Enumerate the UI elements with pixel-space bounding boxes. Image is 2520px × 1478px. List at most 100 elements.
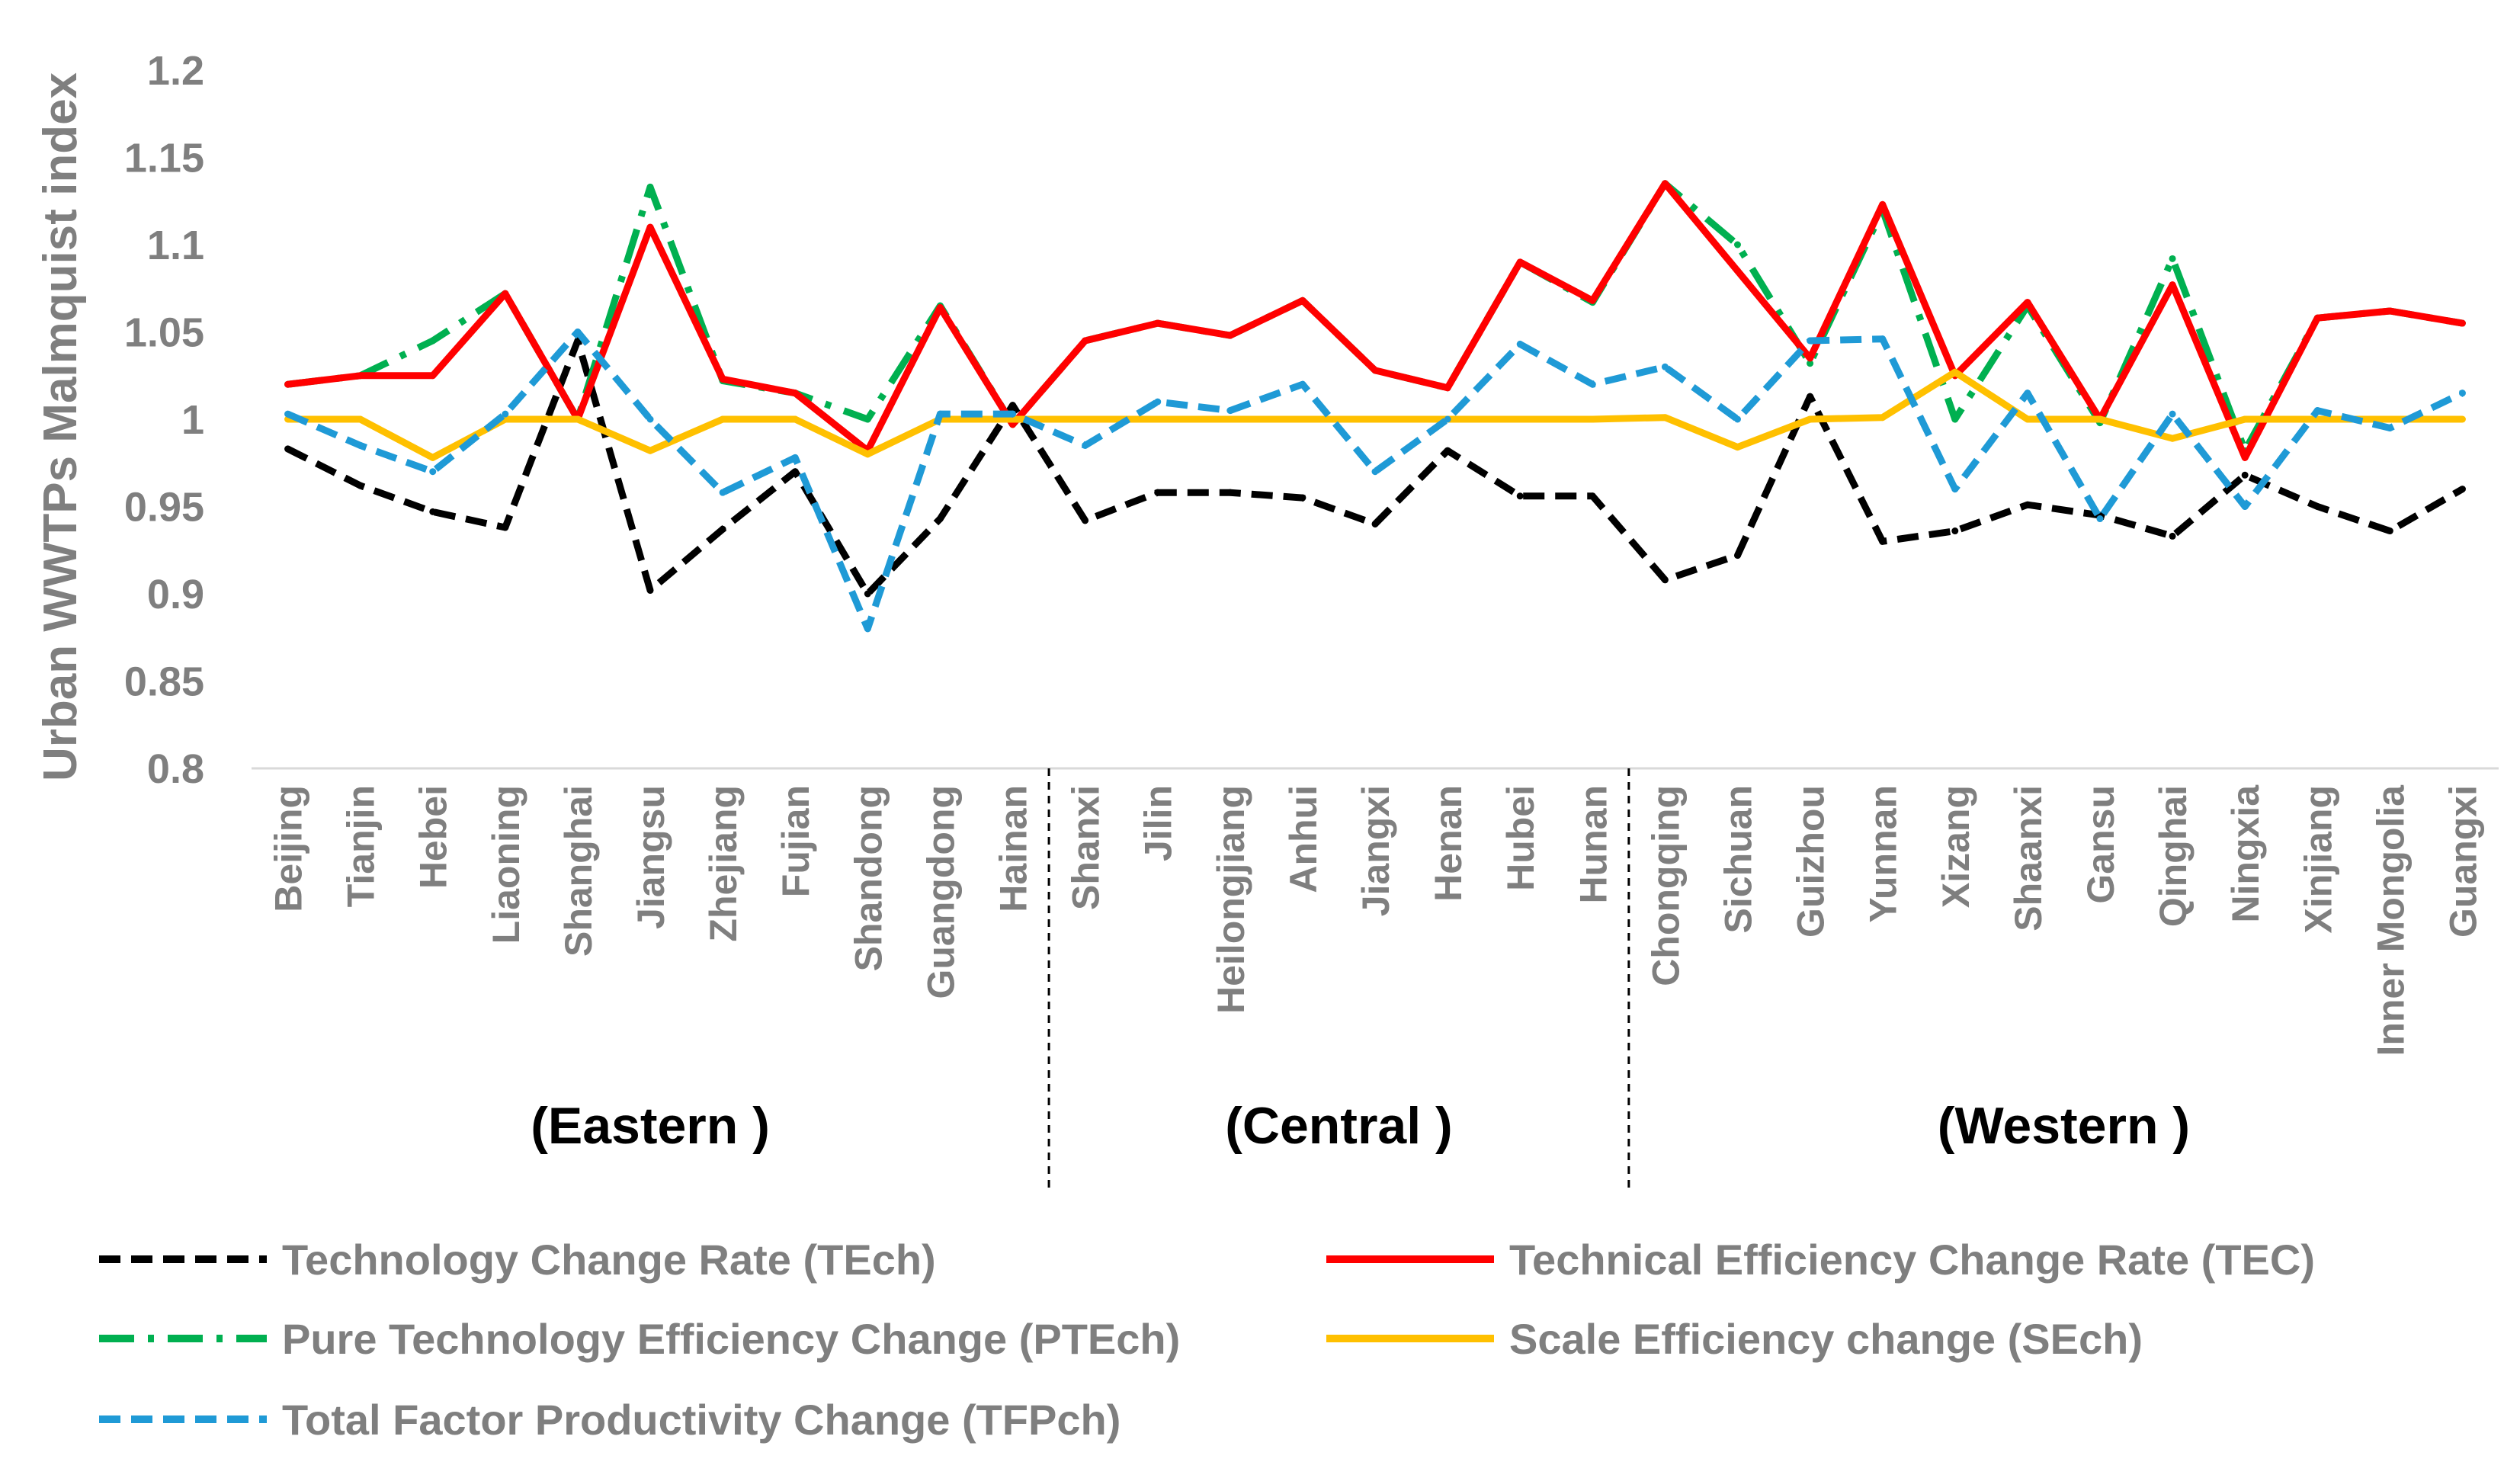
data-point bbox=[1661, 363, 1669, 370]
y-tick-label: 0.8 bbox=[147, 746, 204, 792]
y-tick-label: 1.15 bbox=[124, 136, 204, 181]
data-point bbox=[1516, 415, 1524, 423]
data-point bbox=[1299, 415, 1306, 423]
x-tick-label: Jilin bbox=[1137, 785, 1180, 861]
y-tick-label: 0.9 bbox=[147, 572, 204, 617]
data-point bbox=[2024, 501, 2031, 508]
data-point bbox=[864, 590, 871, 598]
data-point bbox=[719, 525, 726, 533]
data-point bbox=[1516, 341, 1524, 348]
x-tick-label: Shanghai bbox=[557, 785, 600, 957]
data-point bbox=[1226, 489, 1234, 496]
data-point bbox=[719, 489, 726, 496]
x-tick-label: Tianjin bbox=[340, 785, 383, 907]
data-point bbox=[1661, 180, 1669, 188]
x-tick-label: Xinjiang bbox=[2297, 785, 2339, 933]
data-point bbox=[791, 468, 799, 476]
x-tick-label: Jiangxi bbox=[1355, 785, 1397, 916]
x-tick-label: Guizhou bbox=[1790, 785, 1832, 938]
data-point bbox=[719, 415, 726, 423]
data-point bbox=[936, 303, 944, 311]
data-point bbox=[284, 410, 292, 418]
data-point bbox=[357, 441, 364, 449]
data-point bbox=[284, 380, 292, 388]
data-point bbox=[1371, 415, 1379, 423]
data-point bbox=[1444, 384, 1451, 392]
region-label: (Central ) bbox=[1225, 1097, 1452, 1155]
data-point bbox=[1371, 367, 1379, 374]
data-point bbox=[1807, 393, 1814, 400]
data-point bbox=[791, 415, 799, 423]
data-point bbox=[357, 482, 364, 489]
data-point bbox=[2096, 515, 2104, 523]
data-point bbox=[2024, 415, 2031, 423]
data-point bbox=[1009, 410, 1017, 418]
data-point bbox=[357, 415, 364, 423]
data-point bbox=[864, 450, 871, 458]
data-point bbox=[1733, 552, 1741, 559]
series-line bbox=[287, 368, 2463, 461]
data-point bbox=[1154, 319, 1162, 327]
data-point bbox=[1154, 489, 1162, 496]
data-point bbox=[2313, 407, 2321, 415]
y-tick-label: 1.05 bbox=[124, 310, 204, 356]
data-point bbox=[1516, 492, 1524, 500]
legend-label: Technology Change Rate (TEch) bbox=[282, 1236, 936, 1284]
data-point bbox=[1951, 368, 1959, 376]
data-point bbox=[1661, 414, 1669, 422]
data-point bbox=[502, 524, 509, 531]
data-point bbox=[2386, 527, 2393, 535]
data-point bbox=[574, 329, 582, 335]
data-point bbox=[2169, 410, 2176, 418]
region-separators bbox=[1047, 768, 1630, 1193]
x-tick-label: Xizang bbox=[1935, 785, 1977, 908]
data-point bbox=[429, 508, 437, 515]
data-point bbox=[2169, 532, 2176, 540]
data-point bbox=[1299, 494, 1306, 502]
x-tick-label: Shandong bbox=[847, 785, 890, 971]
data-point bbox=[864, 625, 871, 633]
x-tick-label: Shanxi bbox=[1065, 785, 1108, 910]
x-tick-label: Shaanxi bbox=[2007, 785, 2050, 931]
data-point bbox=[1226, 415, 1234, 423]
y-tick-label: 1.1 bbox=[147, 223, 204, 268]
x-tick-label: Yunnan bbox=[1862, 785, 1905, 923]
x-tick-label: Qinghai bbox=[2152, 785, 2195, 927]
legend: Technology Change Rate (TEch) Technical E… bbox=[99, 1236, 2315, 1444]
data-point bbox=[1879, 335, 1887, 343]
x-tick-label: Zhejiang bbox=[702, 785, 745, 942]
legend-label: Total Factor Productivity Change (TFPch) bbox=[282, 1396, 1121, 1444]
data-point bbox=[2241, 503, 2249, 510]
data-point bbox=[1154, 415, 1162, 423]
x-tick-label: Hunan bbox=[1572, 785, 1614, 904]
x-tick-label: Chongqing bbox=[1644, 785, 1687, 986]
data-point bbox=[936, 515, 944, 523]
data-point bbox=[1807, 415, 1814, 423]
y-tick-label: 1 bbox=[181, 397, 204, 443]
data-point bbox=[1733, 415, 1741, 423]
data-point bbox=[1082, 441, 1089, 449]
x-tick-label: Hubei bbox=[1499, 785, 1542, 891]
data-point bbox=[646, 586, 654, 594]
x-tick-label: Anhui bbox=[1282, 785, 1325, 893]
data-point bbox=[2313, 314, 2321, 322]
y-tick-label: 1.2 bbox=[147, 48, 204, 94]
data-point bbox=[1589, 415, 1596, 423]
legend-label: Technical Efficiency Change Rate (TEC) bbox=[1509, 1236, 2315, 1284]
data-point bbox=[1589, 297, 1596, 304]
x-tick-label: Inner Mongolia bbox=[2369, 784, 2412, 1056]
data-point bbox=[2169, 281, 2176, 289]
data-point bbox=[429, 468, 437, 476]
x-tick-label: Jiangsu bbox=[630, 785, 672, 929]
data-point bbox=[2241, 471, 2249, 479]
x-tick-label: Gansu bbox=[2079, 785, 2122, 904]
x-tick-label: Heilongjiang bbox=[1210, 785, 1252, 1014]
data-point bbox=[1009, 415, 1017, 423]
x-tick-label: Sichuan bbox=[1717, 785, 1759, 933]
data-point bbox=[2458, 415, 2466, 423]
data-point bbox=[2169, 255, 2176, 262]
data-point bbox=[1371, 520, 1379, 527]
data-point bbox=[1879, 200, 1887, 208]
data-point bbox=[719, 375, 726, 383]
data-point bbox=[2386, 415, 2393, 423]
